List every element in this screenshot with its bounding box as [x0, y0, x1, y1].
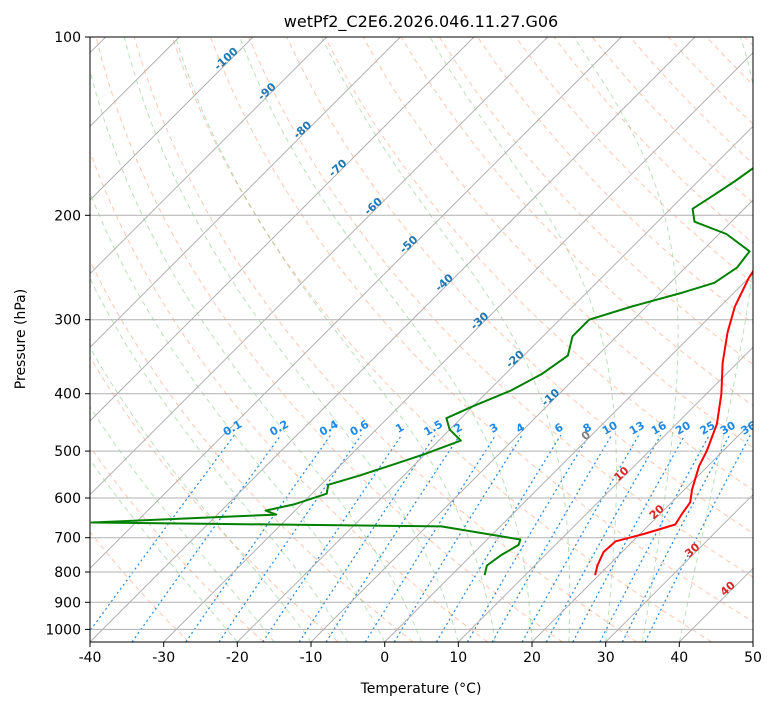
isotherm-line: [310, 199, 753, 642]
moist-adiabat-line: [321, 37, 571, 642]
mixing-ratio-lines: [90, 434, 751, 642]
x-tick-label: -10: [300, 650, 323, 666]
moist-adiabat-line: [239, 37, 533, 642]
mixing-ratio-line: [90, 434, 235, 632]
y-tick-label: 200: [54, 208, 81, 224]
mixing-ratio-label: 36: [739, 419, 759, 438]
y-axis-title: Pressure (hPa): [13, 289, 29, 389]
dry-adiabat-line: [90, 531, 190, 642]
x-tick-label: -40: [79, 650, 102, 666]
isotherm-line: [90, 37, 254, 201]
dry-adiabat-line: [133, 37, 638, 642]
dry-adiabat-line: [248, 37, 753, 578]
dry-adiabat-line: [95, 37, 563, 642]
series-group: [90, 167, 753, 576]
x-tick-label: 0: [380, 650, 389, 666]
series-line-1: [594, 269, 753, 576]
plot-frame: [89, 36, 754, 643]
isotherm-grid: [90, 37, 753, 642]
moist-adiabat-line: [90, 277, 349, 642]
moist-adiabats: [90, 37, 753, 642]
isotherm-line: [457, 346, 753, 642]
y-tick-label: 100: [54, 30, 81, 46]
dry-adiabat-line: [515, 37, 753, 284]
x-tick-label: -30: [152, 650, 175, 666]
isotherm-line: [531, 420, 753, 642]
mixing-ratio-line: [521, 434, 640, 642]
moist-adiabat-line: [90, 405, 275, 642]
series-line-2: [90, 167, 753, 576]
chart-title: wetPf2_C2E6.2026.046.11.27.G06: [284, 12, 558, 32]
mixing-ratio-line: [491, 434, 613, 642]
plot-area: 0.1 0.2 0.4 0.6 1 1.5 2 3 4 6 8 10 13 16 20 25 30 36-100-…: [90, 37, 759, 642]
moist-adiabat-line: [90, 346, 312, 642]
y-tick-label: 500: [54, 444, 81, 460]
isotherm-line: [90, 37, 475, 422]
moist-adiabat-line: [123, 37, 459, 642]
mixing-ratio-line: [262, 434, 403, 642]
y-tick-label: 600: [54, 491, 81, 507]
dry-adiabat-line: [171, 37, 712, 642]
y-tick-label: 900: [54, 595, 81, 611]
isotherm-line: [90, 37, 401, 349]
isotherm-line: [90, 37, 549, 496]
y-tick-label: 1000: [45, 622, 81, 638]
isotherm-line: [90, 37, 696, 642]
pressure-grid: [90, 37, 753, 630]
y-tick-label: 300: [54, 313, 81, 329]
y-axis: 100 200 300 400 500 600 700 800 900 1000: [45, 30, 90, 638]
isotherm-line: [605, 493, 753, 642]
mixing-ratio-line: [435, 434, 562, 642]
dry-adiabat-line: [400, 37, 753, 407]
mixing-ratio-line: [131, 434, 282, 642]
mixing-ratio-line: [185, 434, 332, 642]
x-tick-label: 50: [744, 650, 762, 666]
moist-adiabat-line: [429, 37, 617, 642]
mixing-ratio-line: [218, 434, 362, 642]
moist-adiabat-line: [90, 458, 238, 642]
mixing-ratio-line: [393, 434, 523, 642]
y-tick-label: 800: [54, 565, 81, 581]
x-tick-label: 20: [523, 650, 541, 666]
moist-adiabat-line: [90, 191, 386, 642]
isotherm-line: [384, 272, 753, 642]
isotherm-line: [163, 51, 753, 642]
x-axis: -40 -30 -20 -10 0 10 20 30 40 50: [79, 642, 762, 666]
dry-adiabat-line: [210, 37, 753, 623]
moist-adiabat-line: [175, 37, 496, 642]
isotherm-line: [90, 37, 328, 275]
isotherm-line: [236, 125, 753, 642]
x-tick-label: -20: [226, 650, 249, 666]
moist-adiabat-line: [573, 37, 679, 642]
moist-adiabat-line: [90, 68, 422, 642]
x-tick-label: 40: [670, 650, 688, 666]
x-axis-title: Temperature (°C): [360, 681, 482, 697]
dry-adiabat-line: [438, 37, 753, 366]
mixing-ratio-line: [545, 434, 662, 642]
y-tick-label: 400: [54, 387, 81, 403]
x-tick-label: 10: [449, 650, 467, 666]
dry-adiabats: [90, 37, 753, 642]
y-tick-label: 700: [54, 531, 81, 547]
mixing-ratio-line: [572, 434, 686, 642]
isotherm-line: [90, 37, 622, 570]
mixing-ratio-line: [466, 434, 590, 642]
dry-adiabat-line: [90, 445, 264, 642]
x-tick-label: 30: [597, 650, 615, 666]
dry-adiabat-line: [90, 150, 488, 642]
